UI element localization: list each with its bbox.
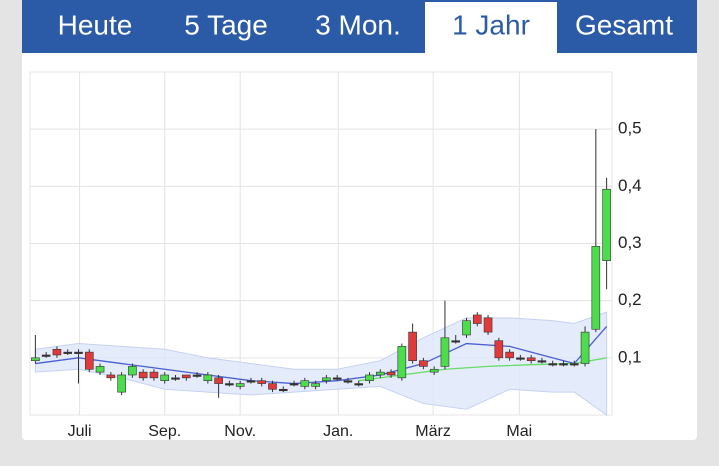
candle-body [472, 314, 482, 324]
candle-body [386, 371, 396, 376]
candle-body [278, 388, 288, 392]
candle-body [31, 357, 40, 361]
candle-body [95, 366, 105, 373]
y-tick-label: 0,2 [618, 290, 642, 309]
candle-body [171, 377, 180, 380]
candle-body [332, 377, 342, 380]
candle-body [160, 374, 170, 382]
y-tick-label: 0,3 [618, 233, 642, 252]
candle-body [268, 383, 277, 390]
candle-body [311, 383, 320, 387]
candle-body [365, 374, 374, 382]
candle-body [214, 377, 223, 384]
candle-body [537, 360, 547, 363]
tab[interactable]: Heute [58, 9, 133, 40]
candle-body [257, 380, 267, 384]
candle-body [289, 383, 299, 386]
candle-body [569, 363, 579, 366]
tab[interactable]: 3 Mon. [315, 9, 401, 40]
candle-body [429, 368, 439, 373]
candle-body [591, 246, 601, 330]
candle-body [375, 371, 385, 376]
candle-body [343, 380, 353, 383]
tab[interactable]: 5 Tage [184, 9, 268, 40]
candle-body [322, 377, 331, 382]
candle-body [117, 374, 126, 393]
candle-body [246, 380, 256, 383]
candle-body [440, 337, 450, 367]
candle-body [602, 188, 611, 261]
candle-body [397, 346, 407, 379]
candle-body [106, 374, 116, 379]
tab[interactable]: Gesamt [575, 9, 673, 40]
tab[interactable]: 1 Jahr [452, 9, 530, 40]
x-tick-label: Sep. [148, 423, 181, 440]
y-tick-label: 0,5 [618, 119, 642, 138]
candle-body [235, 383, 245, 387]
y-tick-label: 0,1 [618, 347, 642, 366]
candle-body [181, 374, 191, 379]
candle-body [408, 331, 417, 361]
candle-body [74, 351, 83, 354]
band-area [34, 311, 608, 416]
candle-body [483, 317, 493, 333]
candle-body [462, 320, 471, 336]
candle-body [580, 331, 590, 364]
x-tick-label: Jan. [323, 423, 353, 440]
candle-body [225, 383, 234, 386]
candle-body [300, 380, 310, 387]
candle-body [354, 383, 364, 386]
candle-body [84, 351, 94, 370]
candle-body [494, 340, 504, 359]
x-tick-label: Juli [68, 423, 92, 440]
tab-bar [22, 0, 697, 53]
x-tick-label: März [415, 423, 451, 440]
candle-body [516, 357, 525, 360]
tab-selected-bg [425, 2, 557, 53]
candle-body [149, 371, 159, 379]
candle-body [192, 374, 202, 377]
candle-body [41, 354, 51, 357]
candle-body [505, 351, 514, 359]
candle-body [451, 340, 461, 343]
y-tick-label: 0,4 [618, 176, 642, 195]
candle-body [203, 374, 213, 382]
candle-body [548, 363, 558, 366]
candle-body [128, 366, 137, 376]
candle-body [526, 357, 536, 361]
candle-body [52, 348, 62, 356]
candle-body [138, 371, 148, 379]
candle-body [63, 351, 73, 354]
candle-body [559, 363, 568, 366]
candle-body [419, 360, 428, 367]
x-tick-label: Mai [506, 423, 532, 440]
x-tick-label: Nov. [224, 423, 256, 440]
